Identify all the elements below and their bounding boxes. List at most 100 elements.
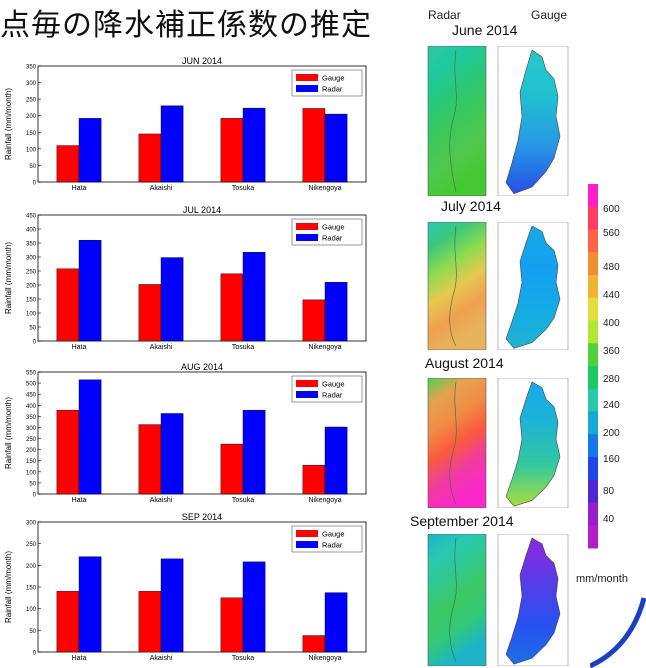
jun-xtick-label: Hata	[72, 185, 87, 192]
radar-map	[427, 46, 487, 196]
sep-xtick-label: Akaishi	[150, 655, 173, 662]
jun-chart-title: JUN 2014	[182, 56, 222, 66]
slide-title: 点毎の降水補正係数の推定	[0, 8, 372, 43]
colorbar-segment	[588, 366, 598, 390]
aug-ytick-label: 200	[26, 448, 37, 454]
bar-chart-sep: SEP 2014 0 50 100 150 200 250 300 Rainfall (mm/m…	[4, 512, 367, 662]
colorbar-segment	[588, 297, 598, 321]
bar-chart-aug: AUG 2014 0 50 100 150 200 250 300 350 400 450 500 55…	[4, 362, 367, 504]
jul-ytick-label: 100	[26, 312, 37, 318]
radar-map-river	[449, 381, 457, 505]
aug-xtick-label: Akaishi	[150, 497, 173, 504]
aug-ytick-label: 250	[26, 437, 37, 443]
sep-legend-swatch-gauge	[296, 530, 318, 537]
jun-ytick-label: 150	[26, 131, 37, 137]
jun-ytick-label: 0	[33, 181, 37, 187]
sep-bar-gauge-akaishi	[138, 591, 162, 653]
aug-ytick-label: 550	[26, 371, 37, 377]
colorbar: 600 560 480 440 400 360 280 240 200 160 80 40	[588, 184, 620, 549]
aug-xtick-label: Hata	[72, 497, 87, 504]
aug-ytick-label: 350	[26, 415, 37, 421]
sep-ytick-label: 250	[26, 542, 37, 548]
aug-ytick-label: 50	[29, 481, 36, 487]
sep-bar-radar-akaishi	[160, 558, 184, 653]
jun-ytick-label: 300	[26, 81, 37, 87]
colorbar-segment	[588, 343, 598, 367]
jul-ytick-label: 350	[26, 242, 37, 248]
radar-map-river	[449, 225, 457, 347]
jul-bar-radar-tosuka	[242, 252, 266, 342]
jun-ytick-label: 250	[26, 98, 37, 104]
colorbar-segment	[588, 479, 598, 503]
aug-legend-label-radar: Radar	[322, 391, 343, 400]
colorbar-tick-label: 80	[603, 486, 615, 497]
radar-map	[427, 222, 487, 350]
map-pair	[427, 378, 569, 508]
sep-ytick-label: 50	[29, 629, 36, 635]
colorbar-segment	[588, 275, 598, 299]
jul-legend-label-radar: Radar	[322, 234, 343, 243]
colorbar-segment	[588, 252, 598, 276]
jul-bar-gauge-tosuka	[220, 273, 244, 342]
aug-bar-radar-akaishi	[160, 413, 184, 495]
jul-bar-radar-nikengoya	[324, 281, 348, 342]
jun-bar-radar-akaishi	[160, 105, 184, 183]
sep-bar-gauge-nikengoya	[302, 635, 326, 653]
aug-legend-swatch-gauge	[296, 380, 318, 387]
jun-bar-radar-nikengoya	[324, 113, 348, 183]
aug-ytick-label: 300	[26, 426, 37, 432]
aug-xtick-label: Nikengoya	[308, 497, 341, 504]
colorbar-segment	[588, 502, 598, 526]
jul-chart-title: JUL 2014	[183, 205, 221, 215]
colorbar-segment	[588, 229, 598, 253]
jul-ylabel: Rainfall (mm/month)	[4, 242, 13, 314]
jul-ytick-label: 50	[29, 326, 36, 332]
jul-bar-gauge-nikengoya	[302, 299, 326, 342]
radar-map	[427, 378, 487, 508]
colorbar-tick-label: 280	[603, 374, 620, 385]
bar-chart-jun: JUN 2014 0 50 100 150 200 250 300 350 Rainfall (m…	[4, 56, 367, 192]
map-caption: August 2014	[425, 355, 504, 371]
gauge-map-basin	[505, 225, 561, 349]
jun-xtick-label: Akaishi	[150, 185, 173, 192]
colorbar-tick-label: 200	[603, 428, 620, 439]
jul-legend-swatch-gauge	[296, 223, 318, 230]
colorbar-segment	[588, 411, 598, 435]
map-caption: June 2014	[452, 22, 518, 38]
jul-xtick-label: Tosuka	[232, 344, 254, 351]
colorbar-segment	[588, 184, 598, 208]
sep-bar-gauge-hata	[56, 591, 80, 653]
map-caption: September 2014	[410, 513, 514, 529]
map-header-radar: Radar	[428, 8, 461, 22]
sep-ytick-label: 200	[26, 564, 37, 570]
jun-ylabel: Rainfall (mm/month)	[4, 88, 13, 160]
jul-bar-gauge-akaishi	[138, 284, 162, 342]
aug-legend-swatch-radar	[296, 391, 318, 398]
map-header-gauge: Gauge	[531, 8, 568, 22]
sep-legend-swatch-radar	[296, 541, 318, 548]
aug-bar-gauge-hata	[56, 409, 80, 495]
sep-ytick-label: 150	[26, 586, 37, 592]
jun-ytick-label: 100	[26, 147, 37, 153]
aug-legend-label-gauge: Gauge	[322, 380, 345, 389]
sep-bar-gauge-tosuka	[220, 597, 244, 653]
jun-legend-swatch-gauge	[296, 74, 318, 81]
sep-ytick-label: 0	[33, 651, 37, 657]
jul-ytick-label: 300	[26, 256, 37, 262]
gauge-map-basin	[505, 49, 561, 194]
gauge-map-basin	[505, 537, 561, 665]
sep-xtick-label: Hata	[72, 655, 87, 662]
sep-bar-radar-nikengoya	[324, 592, 348, 653]
aug-ytick-label: 0	[33, 493, 37, 499]
jul-xtick-label: Akaishi	[150, 344, 173, 351]
colorbar-tick-label: 480	[603, 262, 620, 273]
jun-ytick-label: 200	[26, 114, 37, 120]
radar-map-river	[449, 49, 457, 193]
jul-xtick-label: Nikengoya	[308, 344, 341, 351]
jun-bar-gauge-nikengoya	[302, 108, 326, 183]
decorative-arc	[590, 597, 646, 668]
colorbar-tick-label: 40	[603, 514, 615, 525]
jul-ytick-label: 250	[26, 270, 37, 276]
aug-bar-radar-tosuka	[242, 409, 266, 495]
aug-ytick-label: 500	[26, 382, 37, 388]
